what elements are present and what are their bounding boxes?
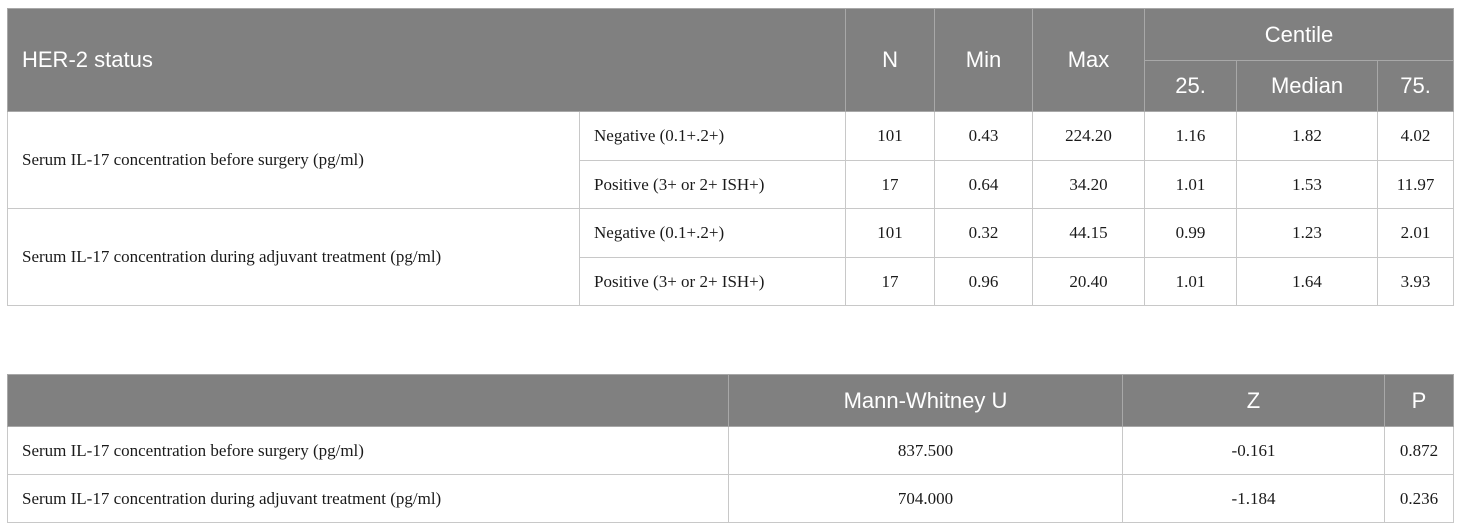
min-cell: 0.32 — [934, 208, 1034, 258]
header-p75: 75. — [1377, 60, 1455, 112]
header-n: N — [845, 8, 936, 112]
header-her2-status: HER-2 status — [6, 8, 847, 112]
status-cell: Negative (0.1+.2+) — [578, 208, 847, 258]
p75-cell: 4.02 — [1377, 111, 1455, 161]
p25-cell: 1.01 — [1144, 257, 1238, 306]
header-p25: 25. — [1144, 60, 1238, 112]
p-cell: 0.872 — [1384, 426, 1454, 475]
u-cell: 837.500 — [728, 426, 1123, 475]
header-min: Min — [934, 8, 1034, 112]
p-cell: 0.236 — [1384, 474, 1454, 523]
table-row: Serum IL-17 concentration before surgery… — [7, 111, 1455, 209]
status-cell: Negative (0.1+.2+) — [578, 111, 847, 161]
mann-whitney-test-table: Mann-Whitney U Z P Serum IL-17 concentra… — [7, 374, 1454, 523]
p75-cell: 2.01 — [1377, 208, 1455, 258]
z-cell: -1.184 — [1122, 474, 1385, 523]
median-cell: 1.53 — [1236, 160, 1379, 209]
table-row: Positive (3+ or 2+ ISH+) 17 0.96 20.40 1… — [8, 257, 1455, 306]
median-cell: 1.64 — [1236, 257, 1379, 306]
median-cell: 1.23 — [1236, 208, 1379, 258]
max-cell: 44.15 — [1032, 208, 1146, 258]
n-cell: 101 — [845, 208, 936, 258]
n-cell: 17 — [845, 257, 936, 306]
max-cell: 34.20 — [1032, 160, 1146, 209]
group-label-before-surgery: Serum IL-17 concentration before surgery… — [7, 111, 580, 209]
table-row: Serum IL-17 concentration during adjuvan… — [7, 474, 1454, 523]
header-mann-whitney-u: Mann-Whitney U — [728, 374, 1123, 427]
row-label: Serum IL-17 concentration during adjuvan… — [7, 474, 729, 523]
status-cell: Positive (3+ or 2+ ISH+) — [578, 160, 847, 209]
table-row: Serum IL-17 concentration during adjuvan… — [7, 208, 1455, 306]
p25-cell: 0.99 — [1144, 208, 1238, 258]
her2-il17-descriptives-table: HER-2 status N Min Max Centile 25. Media… — [6, 8, 1455, 306]
header-median: Median — [1236, 60, 1379, 112]
row-label: Serum IL-17 concentration before surgery… — [7, 426, 729, 475]
n-cell: 101 — [845, 111, 936, 161]
z-cell: -0.161 — [1122, 426, 1385, 475]
p75-cell: 3.93 — [1377, 257, 1455, 306]
min-cell: 0.43 — [934, 111, 1034, 161]
header-centile: Centile — [1144, 8, 1455, 61]
status-cell: Positive (3+ or 2+ ISH+) — [578, 257, 847, 306]
p25-cell: 1.01 — [1144, 160, 1238, 209]
min-cell: 0.64 — [934, 160, 1034, 209]
p75-cell: 11.97 — [1377, 160, 1455, 209]
max-cell: 224.20 — [1032, 111, 1146, 161]
min-cell: 0.96 — [934, 257, 1034, 306]
u-cell: 704.000 — [728, 474, 1123, 523]
header-max: Max — [1032, 8, 1146, 112]
table-row: Positive (3+ or 2+ ISH+) 17 0.64 34.20 1… — [8, 160, 1455, 209]
max-cell: 20.40 — [1032, 257, 1146, 306]
median-cell: 1.82 — [1236, 111, 1379, 161]
header-z: Z — [1122, 374, 1385, 427]
header-p: P — [1384, 374, 1454, 427]
header-blank — [7, 374, 729, 427]
p25-cell: 1.16 — [1144, 111, 1238, 161]
table-row: Serum IL-17 concentration before surgery… — [7, 426, 1454, 475]
n-cell: 17 — [845, 160, 936, 209]
group-label-adjuvant-treatment: Serum IL-17 concentration during adjuvan… — [7, 208, 580, 306]
